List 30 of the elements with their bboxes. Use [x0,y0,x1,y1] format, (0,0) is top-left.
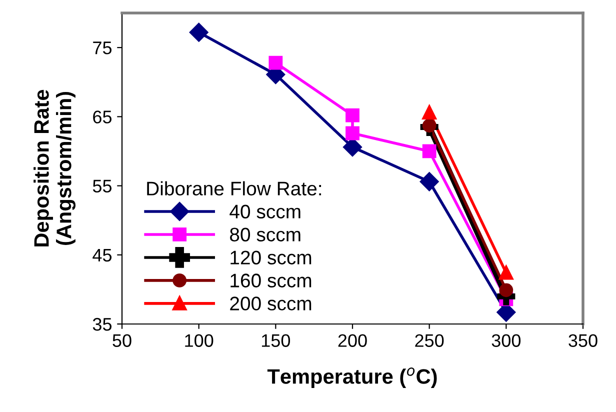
point [499,266,514,280]
x-tick-label: 350 [568,334,598,347]
point [346,108,360,122]
x-tick-label: 50 [112,334,132,347]
point [422,118,436,133]
x-tick-label: 200 [338,334,367,347]
point [422,106,436,120]
y-tick-label: 75 [93,42,112,54]
legend-label: 40 sccm [230,204,300,218]
legend-label: 120 sccm [230,250,312,264]
x-tick-label: 300 [492,334,521,347]
point [268,56,283,70]
legend-label: 200 sccm [230,296,312,310]
point [420,172,439,191]
point [346,126,360,140]
point [190,23,208,42]
x-tick-label: 150 [262,334,290,347]
x-axis-title: Temperature ($^{o}$C) [267,368,437,388]
y-tick-label: 65 [93,110,112,124]
point [499,283,514,298]
y-tick-label: 35 [92,318,112,331]
x-tick-label: 250 [415,334,444,347]
y-axis-title: Deposition Rate (Angstrom/min) [34,90,76,246]
legend-label: 80 sccm [230,228,300,242]
y-tick-label: 45 [92,249,112,262]
legend-label: 160 sccm [230,274,312,288]
legend-title: Diborane Flow Rate: [147,181,322,196]
y-tick-label: 55 [92,180,112,192]
point [422,144,436,158]
x-tick-label: 100 [185,334,214,347]
